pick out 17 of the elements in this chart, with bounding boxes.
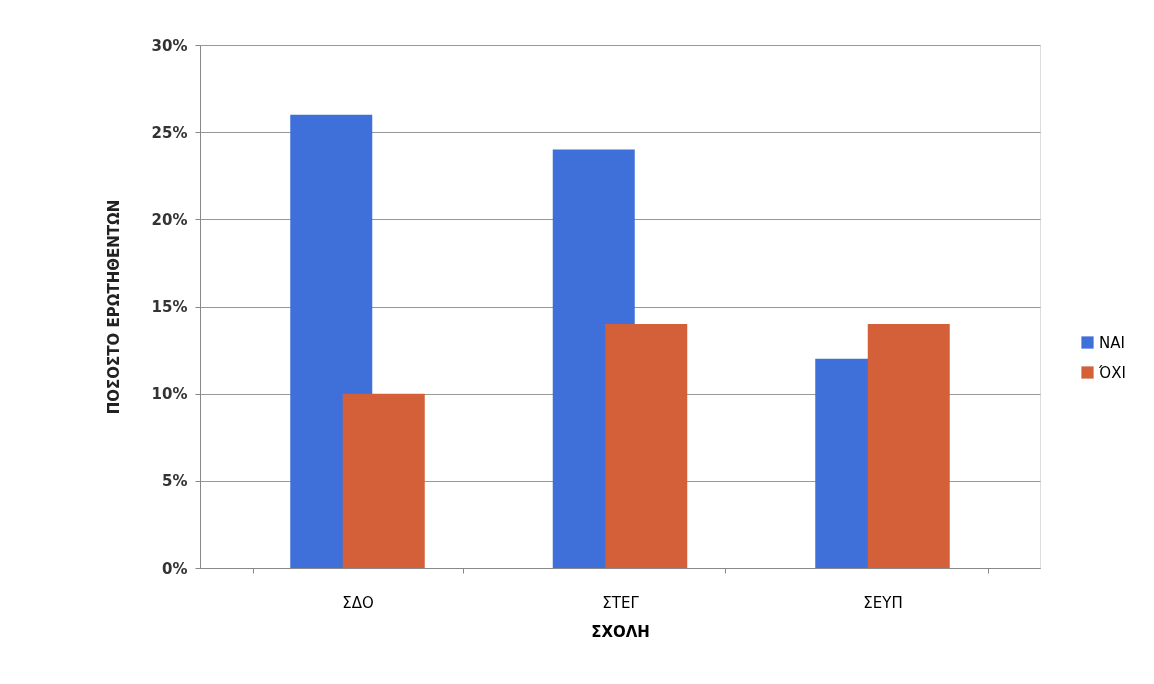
bar xyxy=(342,393,425,568)
x-axis-title: ΣΧΟΛΗ xyxy=(591,622,650,641)
x-tick-label: ΣΕΥΠ xyxy=(863,593,903,612)
y-tick-label: 20% xyxy=(151,210,188,229)
y-tick-label: 30% xyxy=(151,36,188,55)
legend-label: ΝΑΙ xyxy=(1099,333,1125,352)
bar xyxy=(867,323,950,568)
legend-label: ΌΧΙ xyxy=(1098,363,1126,382)
y-tick-label: 0% xyxy=(162,559,188,578)
x-tick-label: ΣΔΟ xyxy=(342,593,374,612)
bar xyxy=(605,323,688,568)
y-tick-label: 10% xyxy=(151,385,188,404)
y-axis-title: ΠΟΣΟΣΤΟ ΕΡΩΤΗΘΕΝΤΩΝ xyxy=(104,199,123,415)
x-tick-label: ΣΤΕΓ xyxy=(602,593,640,612)
y-tick-label: 15% xyxy=(151,298,188,316)
y-tick-label: 5% xyxy=(162,472,188,491)
y-tick-label: 25% xyxy=(151,123,188,142)
